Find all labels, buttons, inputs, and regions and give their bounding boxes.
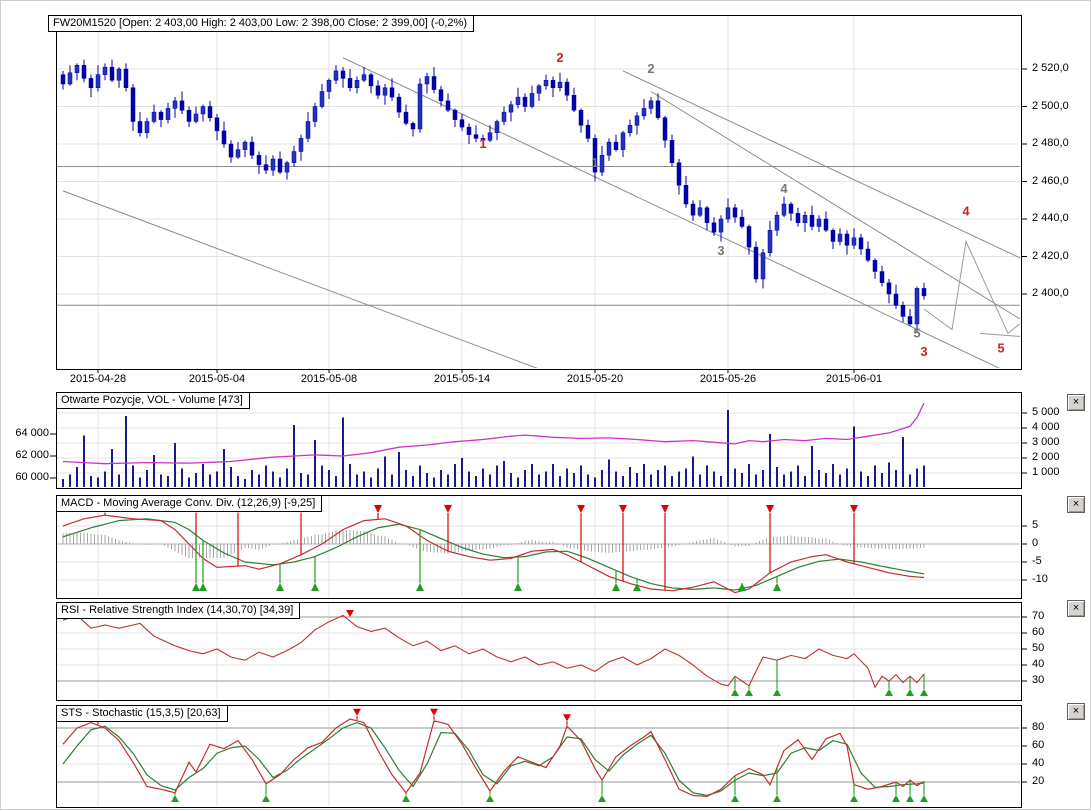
main-price-tick-label: 2 480,0 (1032, 137, 1069, 149)
wave-label-gray-3: 3 (717, 243, 724, 258)
volume-tick-label: 1 000 (1032, 466, 1060, 478)
volume-bars (62, 410, 925, 487)
date-tick-label: 2015-04-28 (69, 373, 127, 385)
macd-panel-title: MACD - Moving Average Conv. Div. (12,26,… (56, 495, 323, 512)
macd-tick-label: 0 (1032, 537, 1039, 549)
wave-label-gray-5: 5 (913, 325, 920, 340)
wave-label-red-2: 2 (556, 50, 563, 65)
main-price-tick-label: 2 500,0 (1032, 99, 1069, 112)
macd-tick-label: -10 (1032, 573, 1048, 585)
volume-tick-label: 5 000 (1032, 406, 1060, 418)
volume-tick-label: 3 000 (1032, 436, 1060, 448)
macd-signal-arrows (101, 505, 858, 591)
trendlines (57, 57, 1020, 368)
close-icon: × (1072, 498, 1080, 510)
main-price-tick-label: 2 400,0 (1032, 287, 1069, 299)
date-tick-label: 2015-05-20 (566, 373, 624, 385)
close-button-volume-panel[interactable]: × (1067, 394, 1085, 411)
wave-label-red-1: 1 (479, 136, 486, 151)
wave-labels: 1 2 3 4 5 1 2 3 4 5 (479, 50, 1004, 359)
wave-label-gray-4: 4 (780, 181, 788, 196)
panel-borders (50, 15, 1027, 808)
date-tick-label: 2015-05-14 (433, 373, 491, 385)
close-icon: × (1072, 705, 1080, 717)
date-tick-label: 2015-06-01 (825, 373, 883, 385)
volume-tick-label: 4 000 (1032, 421, 1060, 433)
rsi-tick-label: 60 (1032, 626, 1045, 638)
sts-lines (62, 718, 925, 798)
sts-tick-label: 40 (1032, 757, 1045, 769)
rsi-line (62, 614, 925, 689)
wave-label-gray-1: 1 (591, 155, 598, 170)
sts-tick-label: 60 (1032, 739, 1045, 751)
projection-lines (923, 239, 1020, 337)
sts-signal-arrows (94, 708, 928, 802)
macd-tick-label: 5 (1032, 519, 1039, 531)
wave-label-gray-2: 2 (647, 61, 654, 76)
open-interest-line (62, 402, 925, 465)
rsi-signal-arrows (80, 610, 928, 696)
sts-panel-title: STS - Stochastic (15,3,5) [20,63] (56, 705, 228, 722)
close-icon: × (1072, 396, 1080, 408)
instrument-title: FW20M1520 [Open: 2 403,00 High: 2 403,00… (48, 15, 474, 32)
close-icon: × (1072, 602, 1080, 614)
volume-tick-label: 2 000 (1032, 451, 1060, 463)
wave-label-red-3: 3 (920, 344, 927, 359)
rsi-tick-label: 50 (1032, 642, 1045, 654)
volume-panel-title: Otwarte Pozycje, VOL - Volume [473] (56, 392, 250, 409)
main-price-tick-label: 2 460,0 (1032, 174, 1069, 187)
macd-histogram (62, 530, 925, 558)
candlestick-series (60, 59, 927, 332)
date-tick-label: 2015-05-04 (188, 373, 246, 385)
open-interest-tick-label: 62 000 (15, 449, 49, 461)
close-button-sts-panel[interactable]: × (1067, 703, 1085, 720)
main-price-tick-label: 2 420,0 (1032, 249, 1069, 262)
macd-tick-label: -5 (1032, 555, 1042, 567)
close-button-rsi-panel[interactable]: × (1067, 600, 1085, 617)
rsi-panel-title: RSI - Relative Strength Index (14,30,70)… (56, 602, 301, 619)
sts-tick-label: 20 (1032, 775, 1045, 787)
sts-tick-label: 80 (1032, 721, 1045, 733)
date-tick-label: 2015-05-26 (699, 373, 757, 385)
open-interest-tick-label: 60 000 (15, 471, 49, 483)
wave-label-red-5: 5 (997, 340, 1004, 355)
main-price-tick-label: 2 520,0 (1032, 62, 1069, 74)
date-tick-label: 2015-05-08 (300, 373, 358, 385)
rsi-tick-label: 70 (1032, 610, 1045, 622)
wave-label-red-4: 4 (962, 204, 970, 219)
close-button-macd-panel[interactable]: × (1067, 496, 1085, 513)
rsi-tick-label: 40 (1032, 658, 1045, 670)
rsi-tick-label: 30 (1032, 674, 1045, 686)
open-interest-tick-label: 64 000 (15, 427, 49, 439)
macd-lines (62, 514, 925, 594)
main-price-tick-label: 2 440,0 (1032, 212, 1069, 224)
